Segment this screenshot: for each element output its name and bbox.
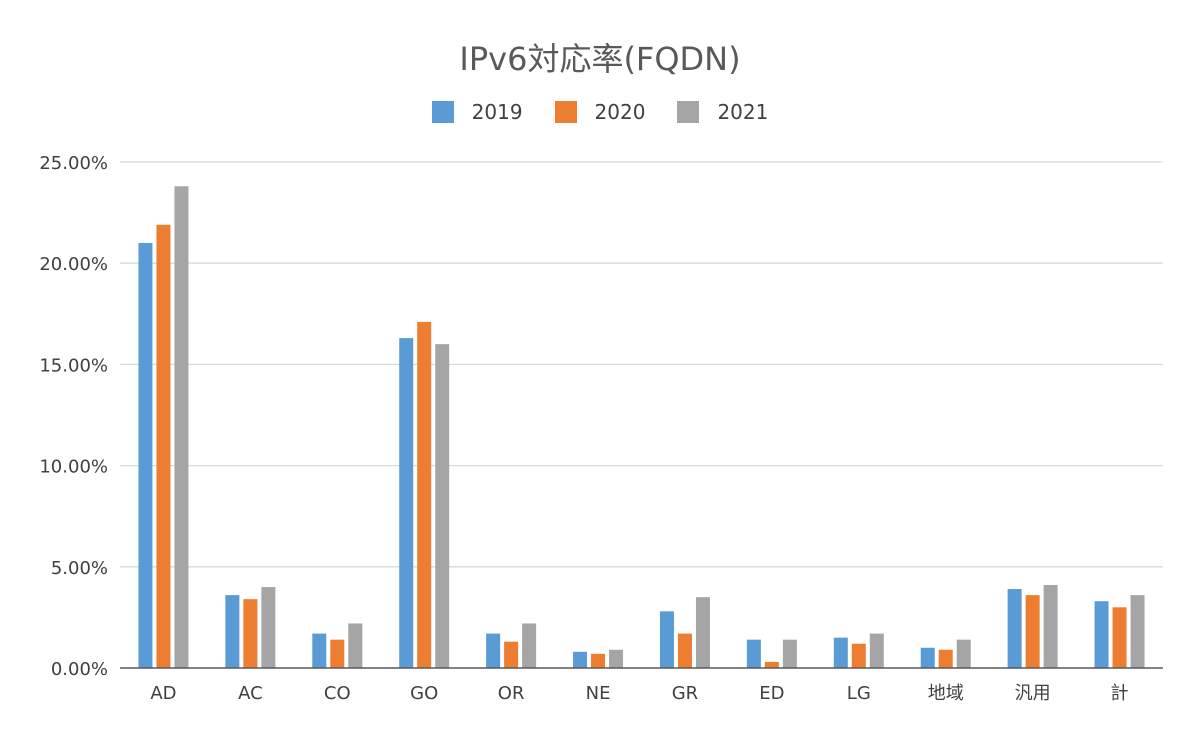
x-tick-label: AC xyxy=(238,683,263,704)
y-tick-label: 20.00% xyxy=(39,254,108,275)
bar-2021 xyxy=(1130,595,1145,668)
legend-swatch-2020 xyxy=(554,101,577,123)
bar-2019 xyxy=(1094,601,1109,668)
x-tick-label: 汎用 xyxy=(1015,683,1051,704)
x-tick-label: LG xyxy=(847,683,871,704)
y-tick-label: 10.00% xyxy=(39,457,108,478)
bar-2019 xyxy=(138,242,153,668)
x-tick-label: ED xyxy=(759,683,784,704)
bar-2021 xyxy=(261,587,276,668)
bar-2020 xyxy=(591,653,606,668)
x-tick-label: 計 xyxy=(1111,683,1129,704)
bar-2020 xyxy=(417,321,432,668)
x-tick-label: CO xyxy=(324,683,351,704)
bar-2020 xyxy=(243,599,258,668)
bar-2021 xyxy=(435,344,450,668)
legend-swatch-2021 xyxy=(677,101,700,123)
bar-2019 xyxy=(746,639,761,668)
bar-2019 xyxy=(833,637,848,668)
bar-2019 xyxy=(659,611,674,668)
bar-2021 xyxy=(522,623,537,668)
y-tick-label: 25.00% xyxy=(39,153,108,174)
bar-2020 xyxy=(764,661,779,668)
y-tick-label: 15.00% xyxy=(39,355,108,376)
bar-2019 xyxy=(486,633,501,668)
bar-2020 xyxy=(851,643,866,668)
legend-swatch-2019 xyxy=(431,101,454,123)
bar-2019 xyxy=(573,651,588,668)
bar-2020 xyxy=(330,639,345,668)
bar-2021 xyxy=(1043,585,1058,668)
bar-2020 xyxy=(677,633,692,668)
legend-item-2020: 2020 xyxy=(554,100,646,124)
legend-label-2019: 2019 xyxy=(471,100,523,124)
bar-2021 xyxy=(174,186,189,668)
bar-2019 xyxy=(225,595,240,668)
legend-item-2019: 2019 xyxy=(431,100,523,124)
y-tick-label: 0.00% xyxy=(51,659,108,680)
x-tick-label: OR xyxy=(498,683,525,704)
bar-2020 xyxy=(1112,607,1127,668)
x-tick-label: 地域 xyxy=(928,683,964,704)
bar-2019 xyxy=(1007,589,1022,668)
bar-2019 xyxy=(920,647,935,668)
bar-2021 xyxy=(695,597,710,668)
x-tick-label: NE xyxy=(586,683,611,704)
x-tick-label: GR xyxy=(672,683,698,704)
legend-label-2021: 2021 xyxy=(717,100,769,124)
y-tick-label: 5.00% xyxy=(51,558,108,579)
bar-2019 xyxy=(312,633,327,668)
bar-2020 xyxy=(504,641,519,668)
bar-2021 xyxy=(348,623,363,668)
bar-2021 xyxy=(956,639,971,668)
bar-2020 xyxy=(938,649,953,668)
x-tick-label: AD xyxy=(150,683,176,704)
bar-2020 xyxy=(156,224,171,668)
bar-2020 xyxy=(1025,595,1040,668)
legend-label-2020: 2020 xyxy=(594,100,646,124)
legend: 2019 2020 2021 xyxy=(0,100,1200,124)
bar-2021 xyxy=(782,639,797,668)
chart-title: IPv6対応率(FQDN) xyxy=(459,40,741,78)
legend-item-2021: 2021 xyxy=(677,100,768,124)
bar-2021 xyxy=(869,633,884,668)
x-tick-label: GO xyxy=(410,683,438,704)
bar-2019 xyxy=(399,338,414,668)
bar-2021 xyxy=(609,649,624,668)
